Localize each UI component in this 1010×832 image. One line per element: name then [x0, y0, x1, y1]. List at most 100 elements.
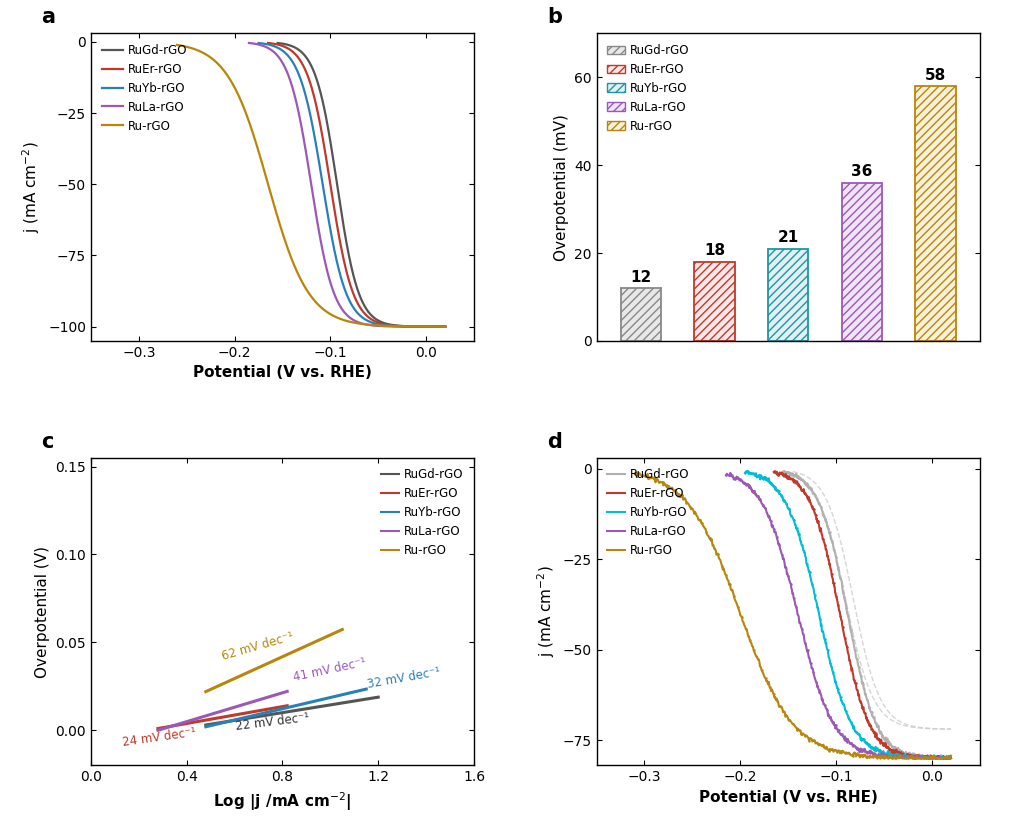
- RuGd-rGO: [778, 467, 790, 477]
- Legend: RuGd-rGO, RuEr-rGO, RuYb-rGO, RuLa-rGO, Ru-rGO: RuGd-rGO, RuEr-rGO, RuYb-rGO, RuLa-rGO, …: [97, 39, 192, 137]
- RuGd-rGO: [272, 38, 284, 48]
- RuLa-rGO: [336, 305, 348, 314]
- RuEr-rGO: [358, 308, 370, 318]
- Ru-rGO: [945, 750, 957, 760]
- RuLa-rGO: [404, 322, 416, 332]
- RuEr-rGO: [826, 572, 838, 582]
- Ru-rGO: [857, 750, 870, 760]
- RuEr-rGO: [346, 285, 359, 295]
- Ru-rGO: [861, 753, 873, 763]
- Ru-rGO: [300, 284, 312, 294]
- Text: 24 mV dec⁻¹: 24 mV dec⁻¹: [122, 726, 197, 749]
- RuGd-rGO: [899, 748, 911, 758]
- Y-axis label: Overpotential (V): Overpotential (V): [34, 546, 49, 677]
- RuLa-rGO: [945, 753, 957, 763]
- Ru-rGO: [629, 468, 641, 478]
- RuGd-rGO: [883, 736, 895, 746]
- RuGd-rGO: [352, 287, 365, 297]
- Ru-rGO: [668, 486, 680, 496]
- RuEr-rGO: [945, 753, 957, 763]
- RuEr-rGO: [407, 321, 419, 331]
- RuEr-rGO: [435, 322, 447, 332]
- Ru-rGO: [732, 604, 744, 614]
- RuEr-rGO: [790, 477, 802, 487]
- RuGd-rGO: [945, 753, 957, 763]
- Bar: [694, 262, 734, 341]
- Y-axis label: Overpotential (mV): Overpotential (mV): [553, 114, 569, 260]
- RuLa-rGO: [810, 676, 822, 686]
- RuGd-rGO: [435, 322, 447, 332]
- RuYb-rGO: [741, 466, 753, 476]
- RuLa-rGO: [360, 319, 372, 329]
- Ru-rGO: [330, 313, 342, 323]
- RuEr-rGO: [896, 750, 908, 760]
- Ru-rGO: [391, 321, 403, 331]
- Ru-rGO: [316, 304, 328, 314]
- RuLa-rGO: [720, 470, 732, 480]
- RuYb-rGO: [341, 290, 353, 300]
- RuLa-rGO: [439, 322, 451, 332]
- Line: RuLa-rGO: RuLa-rGO: [248, 43, 445, 327]
- Bar: [915, 86, 955, 341]
- RuEr-rGO: [768, 467, 780, 477]
- RuGd-rGO: [372, 315, 384, 325]
- Legend: RuGd-rGO, RuEr-rGO, RuYb-rGO, RuLa-rGO, Ru-rGO: RuGd-rGO, RuEr-rGO, RuYb-rGO, RuLa-rGO, …: [603, 463, 694, 562]
- Line: Ru-rGO: Ru-rGO: [634, 472, 952, 760]
- Line: RuGd-rGO: RuGd-rGO: [783, 470, 952, 760]
- Line: RuEr-rGO: RuEr-rGO: [268, 43, 445, 327]
- Text: 12: 12: [630, 270, 651, 285]
- Line: RuLa-rGO: RuLa-rGO: [725, 472, 952, 760]
- Ru-rGO: [629, 469, 641, 479]
- Ru-rGO: [828, 745, 840, 755]
- RuGd-rGO: [779, 466, 791, 476]
- RuYb-rGO: [909, 753, 921, 763]
- Text: 22 mV dec⁻¹: 22 mV dec⁻¹: [234, 711, 310, 733]
- Line: Ru-rGO: Ru-rGO: [177, 45, 445, 327]
- RuYb-rGO: [739, 468, 751, 478]
- RuYb-rGO: [945, 753, 957, 763]
- RuEr-rGO: [262, 38, 274, 48]
- RuYb-rGO: [807, 581, 819, 591]
- RuYb-rGO: [869, 744, 881, 754]
- Bar: [620, 288, 662, 341]
- RuEr-rGO: [368, 315, 380, 325]
- RuLa-rGO: [724, 468, 736, 478]
- RuGd-rGO: [832, 565, 844, 575]
- RuYb-rGO: [406, 321, 418, 331]
- RuGd-rGO: [900, 748, 912, 758]
- RuGd-rGO: [920, 753, 932, 763]
- RuYb-rGO: [252, 38, 265, 48]
- Ru-rGO: [860, 751, 872, 761]
- RuGd-rGO: [351, 284, 364, 294]
- X-axis label: Log |j /mA cm$^{-2}$|: Log |j /mA cm$^{-2}$|: [213, 790, 351, 813]
- Text: 41 mV dec⁻¹: 41 mV dec⁻¹: [292, 656, 368, 684]
- RuYb-rGO: [765, 477, 777, 487]
- RuGd-rGO: [798, 477, 810, 487]
- RuLa-rGO: [794, 618, 806, 628]
- RuGd-rGO: [844, 623, 856, 633]
- RuGd-rGO: [439, 322, 451, 332]
- Ru-rGO: [439, 322, 451, 332]
- RuLa-rGO: [242, 38, 255, 48]
- Ru-rGO: [171, 40, 183, 50]
- RuEr-rGO: [439, 322, 451, 332]
- RuLa-rGO: [349, 316, 362, 326]
- Y-axis label: j (mA cm$^{-2}$): j (mA cm$^{-2}$): [535, 566, 558, 657]
- RuEr-rGO: [838, 631, 850, 641]
- RuYb-rGO: [821, 644, 833, 654]
- RuEr-rGO: [769, 466, 781, 476]
- Y-axis label: j (mA cm$^{-2}$): j (mA cm$^{-2}$): [21, 141, 42, 233]
- Text: 18: 18: [704, 243, 725, 258]
- Legend: RuGd-rGO, RuEr-rGO, RuYb-rGO, RuLa-rGO, Ru-rGO: RuGd-rGO, RuEr-rGO, RuYb-rGO, RuLa-rGO, …: [603, 39, 694, 137]
- Text: 62 mV dec⁻¹: 62 mV dec⁻¹: [220, 630, 295, 663]
- RuYb-rGO: [354, 310, 366, 320]
- Line: RuEr-rGO: RuEr-rGO: [773, 470, 952, 760]
- Line: RuYb-rGO: RuYb-rGO: [259, 43, 445, 327]
- RuGd-rGO: [409, 321, 421, 331]
- RuYb-rGO: [364, 317, 376, 327]
- RuEr-rGO: [347, 289, 360, 299]
- RuEr-rGO: [911, 753, 923, 763]
- Text: a: a: [41, 7, 56, 27]
- Legend: RuGd-rGO, RuEr-rGO, RuYb-rGO, RuLa-rGO, Ru-rGO: RuGd-rGO, RuEr-rGO, RuYb-rGO, RuLa-rGO, …: [377, 463, 468, 562]
- Text: b: b: [546, 7, 562, 27]
